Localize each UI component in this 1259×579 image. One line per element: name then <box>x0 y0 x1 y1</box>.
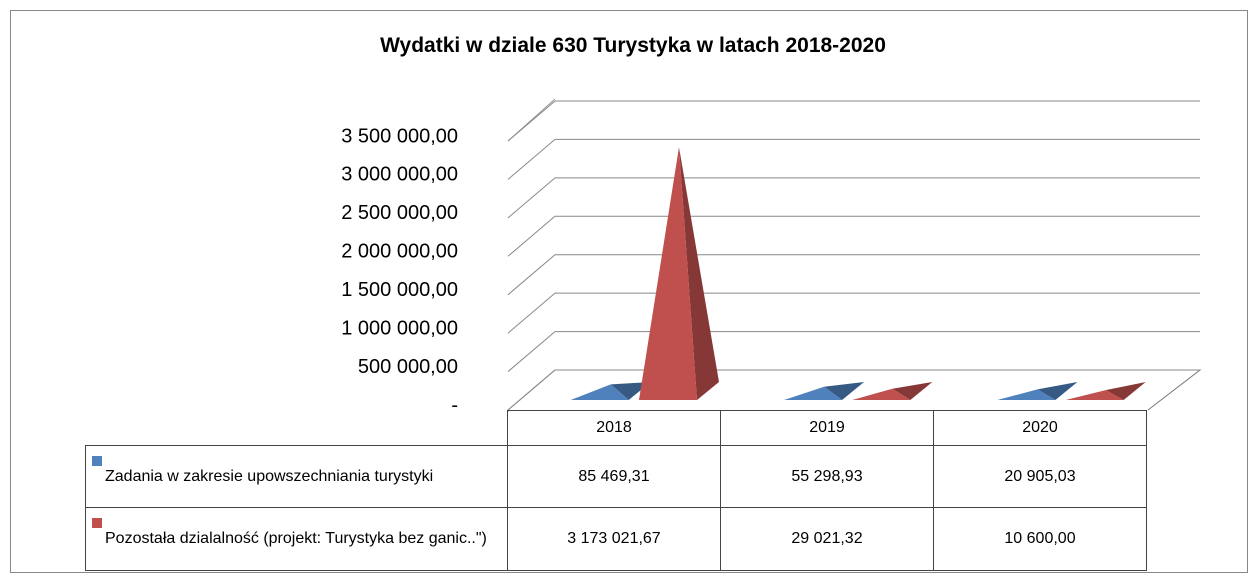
pyramid-side <box>892 382 933 400</box>
pyramid-side <box>1105 382 1146 400</box>
value-label: 3 173 021,67 <box>508 508 721 571</box>
grid-line <box>507 100 1200 142</box>
pyramid <box>784 382 865 400</box>
y-tick-label: 3 000 000,00 <box>341 164 458 186</box>
legend-label: Pozostała dzialalność (projekt: Turystyk… <box>105 530 487 547</box>
pyramid-front <box>784 386 843 400</box>
grid-line <box>507 292 1200 334</box>
grid-line <box>507 138 1200 180</box>
category-label: 2019 <box>721 410 934 446</box>
legend-key <box>92 518 102 528</box>
pyramid-side <box>824 382 865 400</box>
data-table: 2018 2019 2020 Zadania w zakresie upowsz… <box>85 410 1147 571</box>
grid-line <box>507 254 1200 296</box>
y-tick-label: 2 000 000,00 <box>341 241 458 263</box>
value-label: 20 905,03 <box>934 446 1147 508</box>
category-label: 2018 <box>508 410 721 446</box>
y-tick-label: 1 500 000,00 <box>341 279 458 301</box>
chart-frame <box>10 10 1248 573</box>
y-tick-label: 3 500 000,00 <box>341 125 458 147</box>
legend-key <box>92 456 102 466</box>
pyramid <box>639 147 719 400</box>
pyramid <box>570 382 651 400</box>
pyramid-front <box>1065 390 1124 400</box>
legend-entry: Pozostała dzialalność (projekt: Turystyk… <box>85 508 508 571</box>
y-tick-label: 2 500 000,00 <box>341 202 458 224</box>
pyramid-front <box>570 384 629 400</box>
y-tick-label: - <box>451 394 458 416</box>
y-tick-label: 500 000,00 <box>358 356 458 378</box>
value-label: 10 600,00 <box>934 508 1147 571</box>
legend-entry: Zadania w zakresie upowszechniania turys… <box>85 446 508 508</box>
pyramid <box>852 382 933 400</box>
category-label: 2020 <box>934 410 1147 446</box>
pyramid-front <box>639 147 697 400</box>
pyramid-front <box>997 389 1056 400</box>
chart-title: Wydatki w dziale 630 Turystyka w latach … <box>380 34 886 57</box>
value-label: 55 298,93 <box>721 446 934 508</box>
grid-line <box>507 177 1200 219</box>
table-corner <box>85 410 508 446</box>
pyramid-front <box>852 388 911 400</box>
y-tick-label: 1 000 000,00 <box>341 317 458 339</box>
value-label: 29 021,32 <box>721 508 934 571</box>
pyramid-side <box>610 382 651 400</box>
pyramid-side <box>679 147 719 400</box>
pyramid <box>1065 382 1146 400</box>
legend-label: Zadania w zakresie upowszechniania turys… <box>105 467 434 485</box>
pyramid-side <box>1037 382 1078 400</box>
grid-line <box>507 215 1200 257</box>
value-label: 85 469,31 <box>508 446 721 508</box>
grid-line <box>507 369 1200 411</box>
grid-line <box>507 331 1200 372</box>
pyramid <box>997 382 1078 400</box>
